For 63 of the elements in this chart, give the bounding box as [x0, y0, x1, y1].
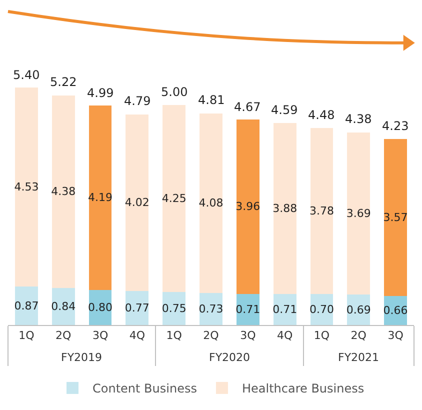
total-label: 4.81: [198, 93, 225, 107]
bar: [310, 128, 334, 294]
data-label: 4.53: [14, 180, 39, 194]
bar: [236, 120, 260, 294]
data-label: 0.66: [383, 304, 408, 317]
total-label: 5.00: [161, 85, 188, 99]
total-label: 5.40: [13, 68, 40, 82]
bar: [273, 123, 296, 294]
bar: [200, 292, 222, 325]
x-tick-label: 2Q: [350, 329, 367, 342]
bar: [52, 288, 75, 325]
data-label: 0.73: [198, 302, 224, 316]
legend-label: Healthcare Business: [242, 382, 364, 396]
data-label: 0.84: [51, 300, 76, 314]
bar: [273, 294, 296, 325]
data-label: 0.70: [309, 303, 334, 316]
total-label: 4.67: [234, 100, 261, 114]
data-label: 4.25: [162, 192, 186, 206]
data-label: 3.69: [346, 207, 371, 220]
total-label: 4.79: [124, 94, 151, 108]
total-label: 4.48: [308, 108, 335, 122]
total-label: 4.59: [271, 103, 298, 117]
x-tick-label: 3Q: [92, 329, 108, 342]
legend-label: Content Business: [92, 382, 197, 396]
total-label: 4.23: [382, 119, 409, 133]
x-tick-label: 4Q: [276, 329, 293, 342]
data-label: 3.57: [383, 210, 408, 224]
x-tick-label: 4Q: [129, 329, 146, 342]
x-tick-label: 1Q: [18, 329, 35, 342]
text: FY2020: [209, 351, 250, 364]
x-tick-label: 3Q: [388, 329, 404, 342]
bar: [88, 106, 112, 290]
data-label: 4.08: [198, 196, 224, 210]
bar: [126, 114, 149, 292]
x-tick-label: 1Q: [166, 329, 182, 342]
data-label: 4.38: [51, 185, 76, 198]
x-tick-label: 2Q: [56, 329, 72, 342]
total-label: 4.99: [87, 86, 114, 100]
bar: [52, 95, 75, 288]
data-label: 0.87: [14, 299, 39, 312]
total-label: 4.38: [345, 112, 372, 126]
x-tick-label: 2Q: [203, 329, 220, 342]
data-label: 4.02: [124, 196, 150, 210]
data-label: 0.71: [272, 302, 298, 316]
data-label: 0.69: [346, 303, 371, 316]
data-label: 0.77: [124, 302, 150, 315]
data-label: 3.88: [272, 202, 298, 215]
bar: [162, 292, 186, 325]
bar: [384, 138, 407, 296]
data-label: 3.78: [309, 204, 334, 218]
bar: [15, 286, 38, 325]
bar: [347, 132, 370, 295]
x-tick-label: 3Q: [240, 329, 256, 342]
text: FY2021: [338, 351, 380, 364]
bar: [162, 105, 186, 292]
data-label: 0.75: [162, 302, 186, 316]
bar: [200, 113, 222, 293]
text: FY2019: [61, 351, 102, 364]
total-label: 5.22: [50, 75, 77, 89]
bar: [126, 291, 149, 325]
x-tick-label: 1Q: [314, 329, 330, 342]
data-label: 3.96: [236, 200, 260, 214]
bar: [15, 88, 38, 287]
